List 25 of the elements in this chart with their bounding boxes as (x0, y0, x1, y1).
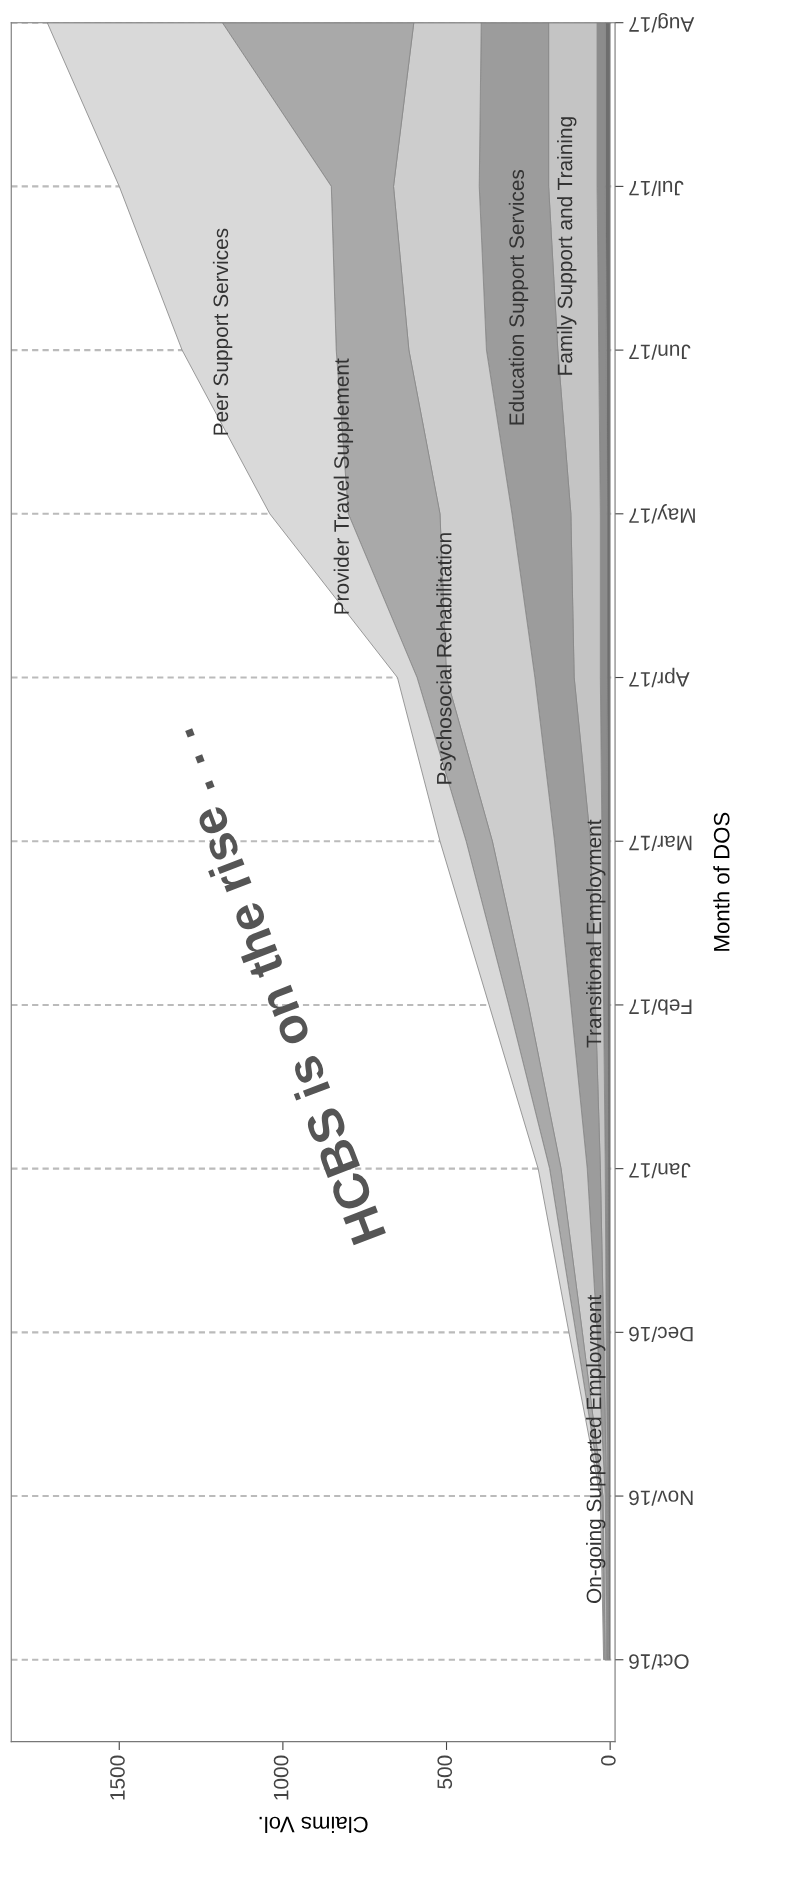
x-tick-label: 0 (600, 1755, 616, 1766)
y-tick-label: Dec/16 (629, 1326, 693, 1343)
x-axis-title: Claims Vol. (259, 1816, 368, 1833)
y-tick-label: Jun/17 (629, 344, 691, 360)
y-tick-label: Oct/16 (629, 1654, 689, 1670)
y-tick-label: May/17 (629, 504, 695, 524)
series-label: Education Support Services (508, 169, 529, 425)
y-tick-label: Jul/17 (629, 180, 684, 197)
x-tick-label: 1000 (273, 1755, 289, 1800)
y-tick-label: Apr/17 (629, 667, 690, 688)
annotation: HCBS is on the rise . . . (158, 728, 387, 1246)
series-label: Family Support and Training (557, 117, 577, 375)
y-tick-label: Feb/17 (629, 999, 692, 1015)
series-label: Peer Support Services (212, 228, 233, 435)
text: Transitional Employment (586, 819, 606, 1048)
text: Provider Travel Supplement (333, 358, 354, 614)
y-tick-label: Mar/17 (629, 835, 692, 851)
x-tick-label: 500 (437, 1755, 453, 1789)
y-axis-title: Month of DOS (713, 812, 730, 951)
y-tick-label: Jan/17 (629, 1163, 691, 1179)
y-tick-label: Aug/17 (629, 12, 695, 33)
series-label: Psychosocial Rehabilitation (436, 533, 456, 784)
text: On-going Supported Employment (586, 1294, 606, 1603)
y-tick-label: Nov/16 (629, 1490, 693, 1506)
x-tick-label: 1500 (110, 1755, 125, 1800)
